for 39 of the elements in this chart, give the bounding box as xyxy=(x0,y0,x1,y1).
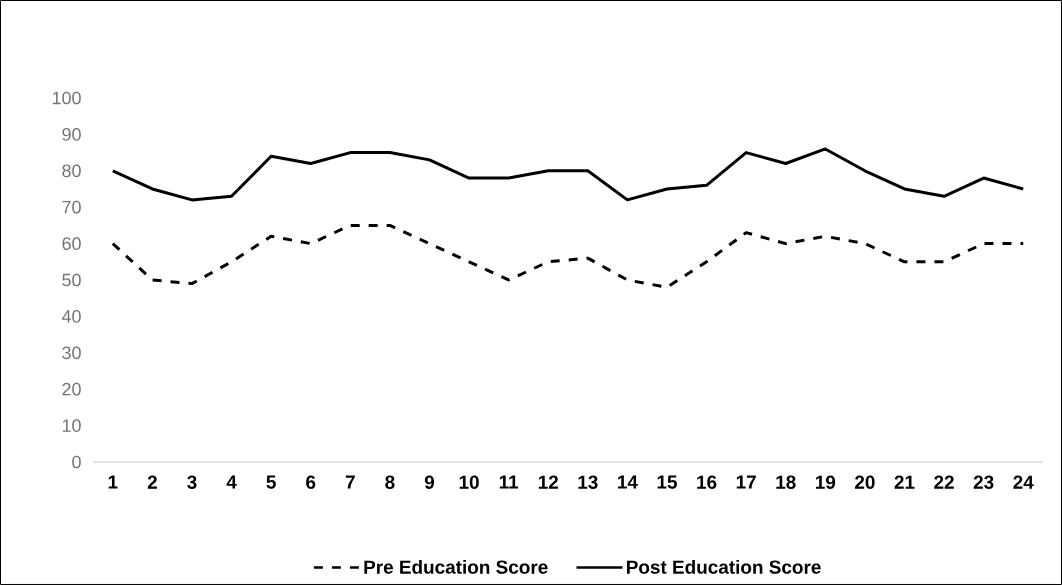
x-tick-label: 8 xyxy=(385,475,395,489)
x-tick-label: 9 xyxy=(424,475,435,489)
x-tick-label: 2 xyxy=(147,475,157,489)
x-tick-label: 24 xyxy=(1013,475,1034,489)
x-tick-label: 18 xyxy=(776,475,796,489)
line-series xyxy=(111,223,1025,289)
y-tick-label: 80 xyxy=(62,164,81,178)
x-tick-label: 5 xyxy=(266,475,276,489)
x-tick-label: 1 xyxy=(108,475,118,489)
x-tick-label: 4 xyxy=(226,475,237,489)
x-tick-label: 17 xyxy=(736,475,756,489)
y-tick-label: 90 xyxy=(62,128,81,141)
x-tick-label: 10 xyxy=(459,475,479,489)
y-tick-label: 60 xyxy=(62,237,81,250)
y-tick-label: 50 xyxy=(62,273,81,287)
x-tick-label: 7 xyxy=(345,475,355,489)
x-tick-label: 20 xyxy=(855,475,875,489)
y-tick-label: 40 xyxy=(61,310,81,323)
legend-label: Pre Education Score xyxy=(364,559,548,574)
legend-label: Post Education Score xyxy=(627,559,821,574)
y-tick-label: 30 xyxy=(62,346,81,360)
x-tick-label: 22 xyxy=(934,475,954,489)
y-tick-label: 100 xyxy=(52,91,81,105)
x-tick-label: 15 xyxy=(657,475,677,489)
y-tick-label: 20 xyxy=(62,382,81,396)
x-tick-label: 19 xyxy=(815,475,836,489)
x-tick-label: 16 xyxy=(697,475,717,489)
x-tick-label: 14 xyxy=(618,475,638,489)
y-tick-label: 10 xyxy=(62,419,81,432)
x-tick-label: 13 xyxy=(578,475,598,489)
y-tick-label: 0 xyxy=(72,455,81,469)
x-tick-label: 6 xyxy=(306,475,316,489)
x-tick-label: 23 xyxy=(973,475,994,489)
y-tick-label: 70 xyxy=(62,200,81,214)
x-tick-label: 3 xyxy=(187,475,197,489)
x-tick-label: 12 xyxy=(538,475,558,489)
x-tick-label: 21 xyxy=(894,475,915,489)
line-series xyxy=(111,147,1025,202)
x-tick-label: 11 xyxy=(499,475,519,489)
